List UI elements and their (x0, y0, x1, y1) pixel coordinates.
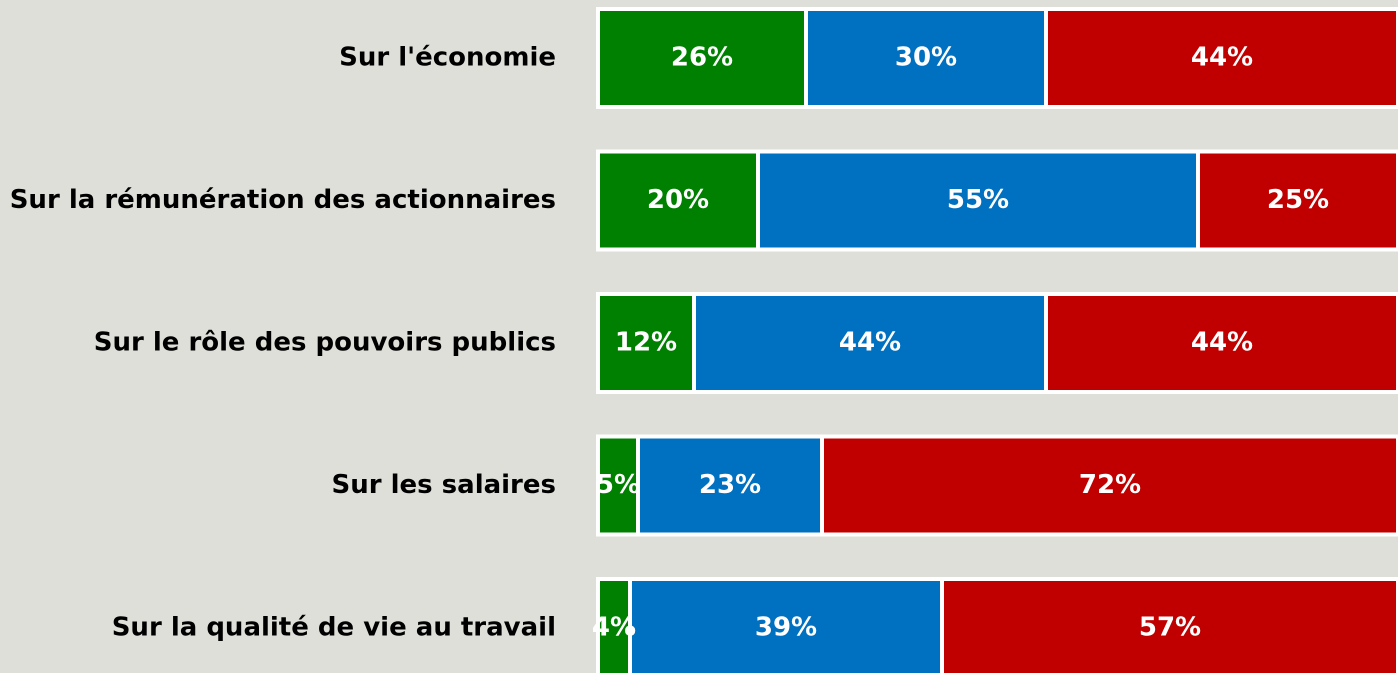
data-label: 72% (1079, 470, 1141, 500)
bar-segment (756, 149, 1200, 252)
data-label: 44% (839, 328, 901, 358)
bar-segment (940, 577, 1398, 673)
category-label: Sur l'économie (339, 43, 556, 73)
bar-segment (692, 292, 1048, 394)
data-label: 20% (647, 185, 709, 215)
category-label: Sur les salaires (331, 470, 556, 500)
bar-segment (804, 7, 1048, 109)
bar-segment (596, 7, 808, 109)
data-label: 30% (895, 43, 957, 73)
bar-segment (596, 149, 760, 252)
data-label: 4% (592, 613, 636, 643)
data-label: 12% (615, 328, 677, 358)
data-label: 5% (596, 470, 640, 500)
bar-segment (596, 292, 696, 394)
bar-segment (1044, 292, 1398, 394)
data-label: 25% (1267, 185, 1329, 215)
bar-segment (1044, 7, 1398, 109)
data-label: 44% (1191, 43, 1253, 73)
bar-segment (636, 434, 824, 537)
category-label: Sur la qualité de vie au travail (112, 613, 556, 643)
data-label: 44% (1191, 328, 1253, 358)
bar-segment (1196, 149, 1398, 252)
data-label: 55% (947, 185, 1009, 215)
category-label: Sur le rôle des pouvoirs publics (94, 328, 556, 358)
bar-segment (596, 577, 632, 673)
data-label: 26% (671, 43, 733, 73)
data-label: 23% (699, 470, 761, 500)
category-label: Sur la rémunération des actionnaires (10, 185, 556, 215)
data-label: 39% (755, 613, 817, 643)
data-label: 57% (1139, 613, 1201, 643)
bar-segment (820, 434, 1398, 537)
